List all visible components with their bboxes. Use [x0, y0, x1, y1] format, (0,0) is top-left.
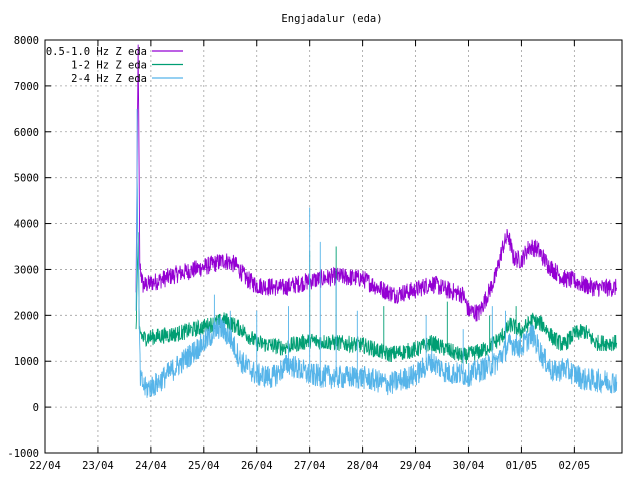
y-tick-label: 0: [33, 402, 39, 414]
series-layer: [135, 44, 618, 398]
y-tick-label: 3000: [14, 264, 39, 276]
x-tick-label: 22/04: [29, 460, 61, 472]
x-tick-label: 02/05: [559, 460, 591, 472]
y-tick-label: 1000: [14, 356, 39, 368]
grid: [45, 40, 622, 453]
y-tick-label: 4000: [14, 219, 39, 231]
x-tick-label: 29/04: [400, 460, 432, 472]
y-tick-label: 2000: [14, 310, 39, 322]
y-tick-label: -1000: [7, 448, 39, 460]
y-tick-label: 6000: [14, 127, 39, 139]
y-tick-label: 7000: [14, 81, 39, 93]
x-tick-label: 26/04: [241, 460, 273, 472]
x-tick-label: 27/04: [294, 460, 326, 472]
x-tick-label: 24/04: [135, 460, 167, 472]
axis-ticks: -1000 0 1000 2000 3000 4000 5000 6000 7000 8000 22…: [7, 35, 622, 472]
legend-label: 0.5-1.0 Hz Z eda: [46, 46, 147, 58]
series-line: [135, 232, 618, 364]
x-tick-label: 01/05: [506, 460, 538, 472]
plot-frame: [44, 39, 623, 454]
y-tick-label: 8000: [14, 35, 39, 47]
legend-label: 2-4 Hz Z eda: [71, 73, 147, 85]
series-line: [135, 44, 618, 322]
legend-label: 1-2 Hz Z eda: [71, 60, 147, 72]
x-tick-label: 28/04: [347, 460, 379, 472]
x-tick-label: 30/04: [453, 460, 485, 472]
x-tick-label: 25/04: [188, 460, 220, 472]
x-tick-label: 23/04: [82, 460, 114, 472]
series-line: [135, 108, 618, 398]
y-tick-label: 5000: [14, 173, 39, 185]
chart-title: Engjadalur (eda): [281, 13, 382, 25]
